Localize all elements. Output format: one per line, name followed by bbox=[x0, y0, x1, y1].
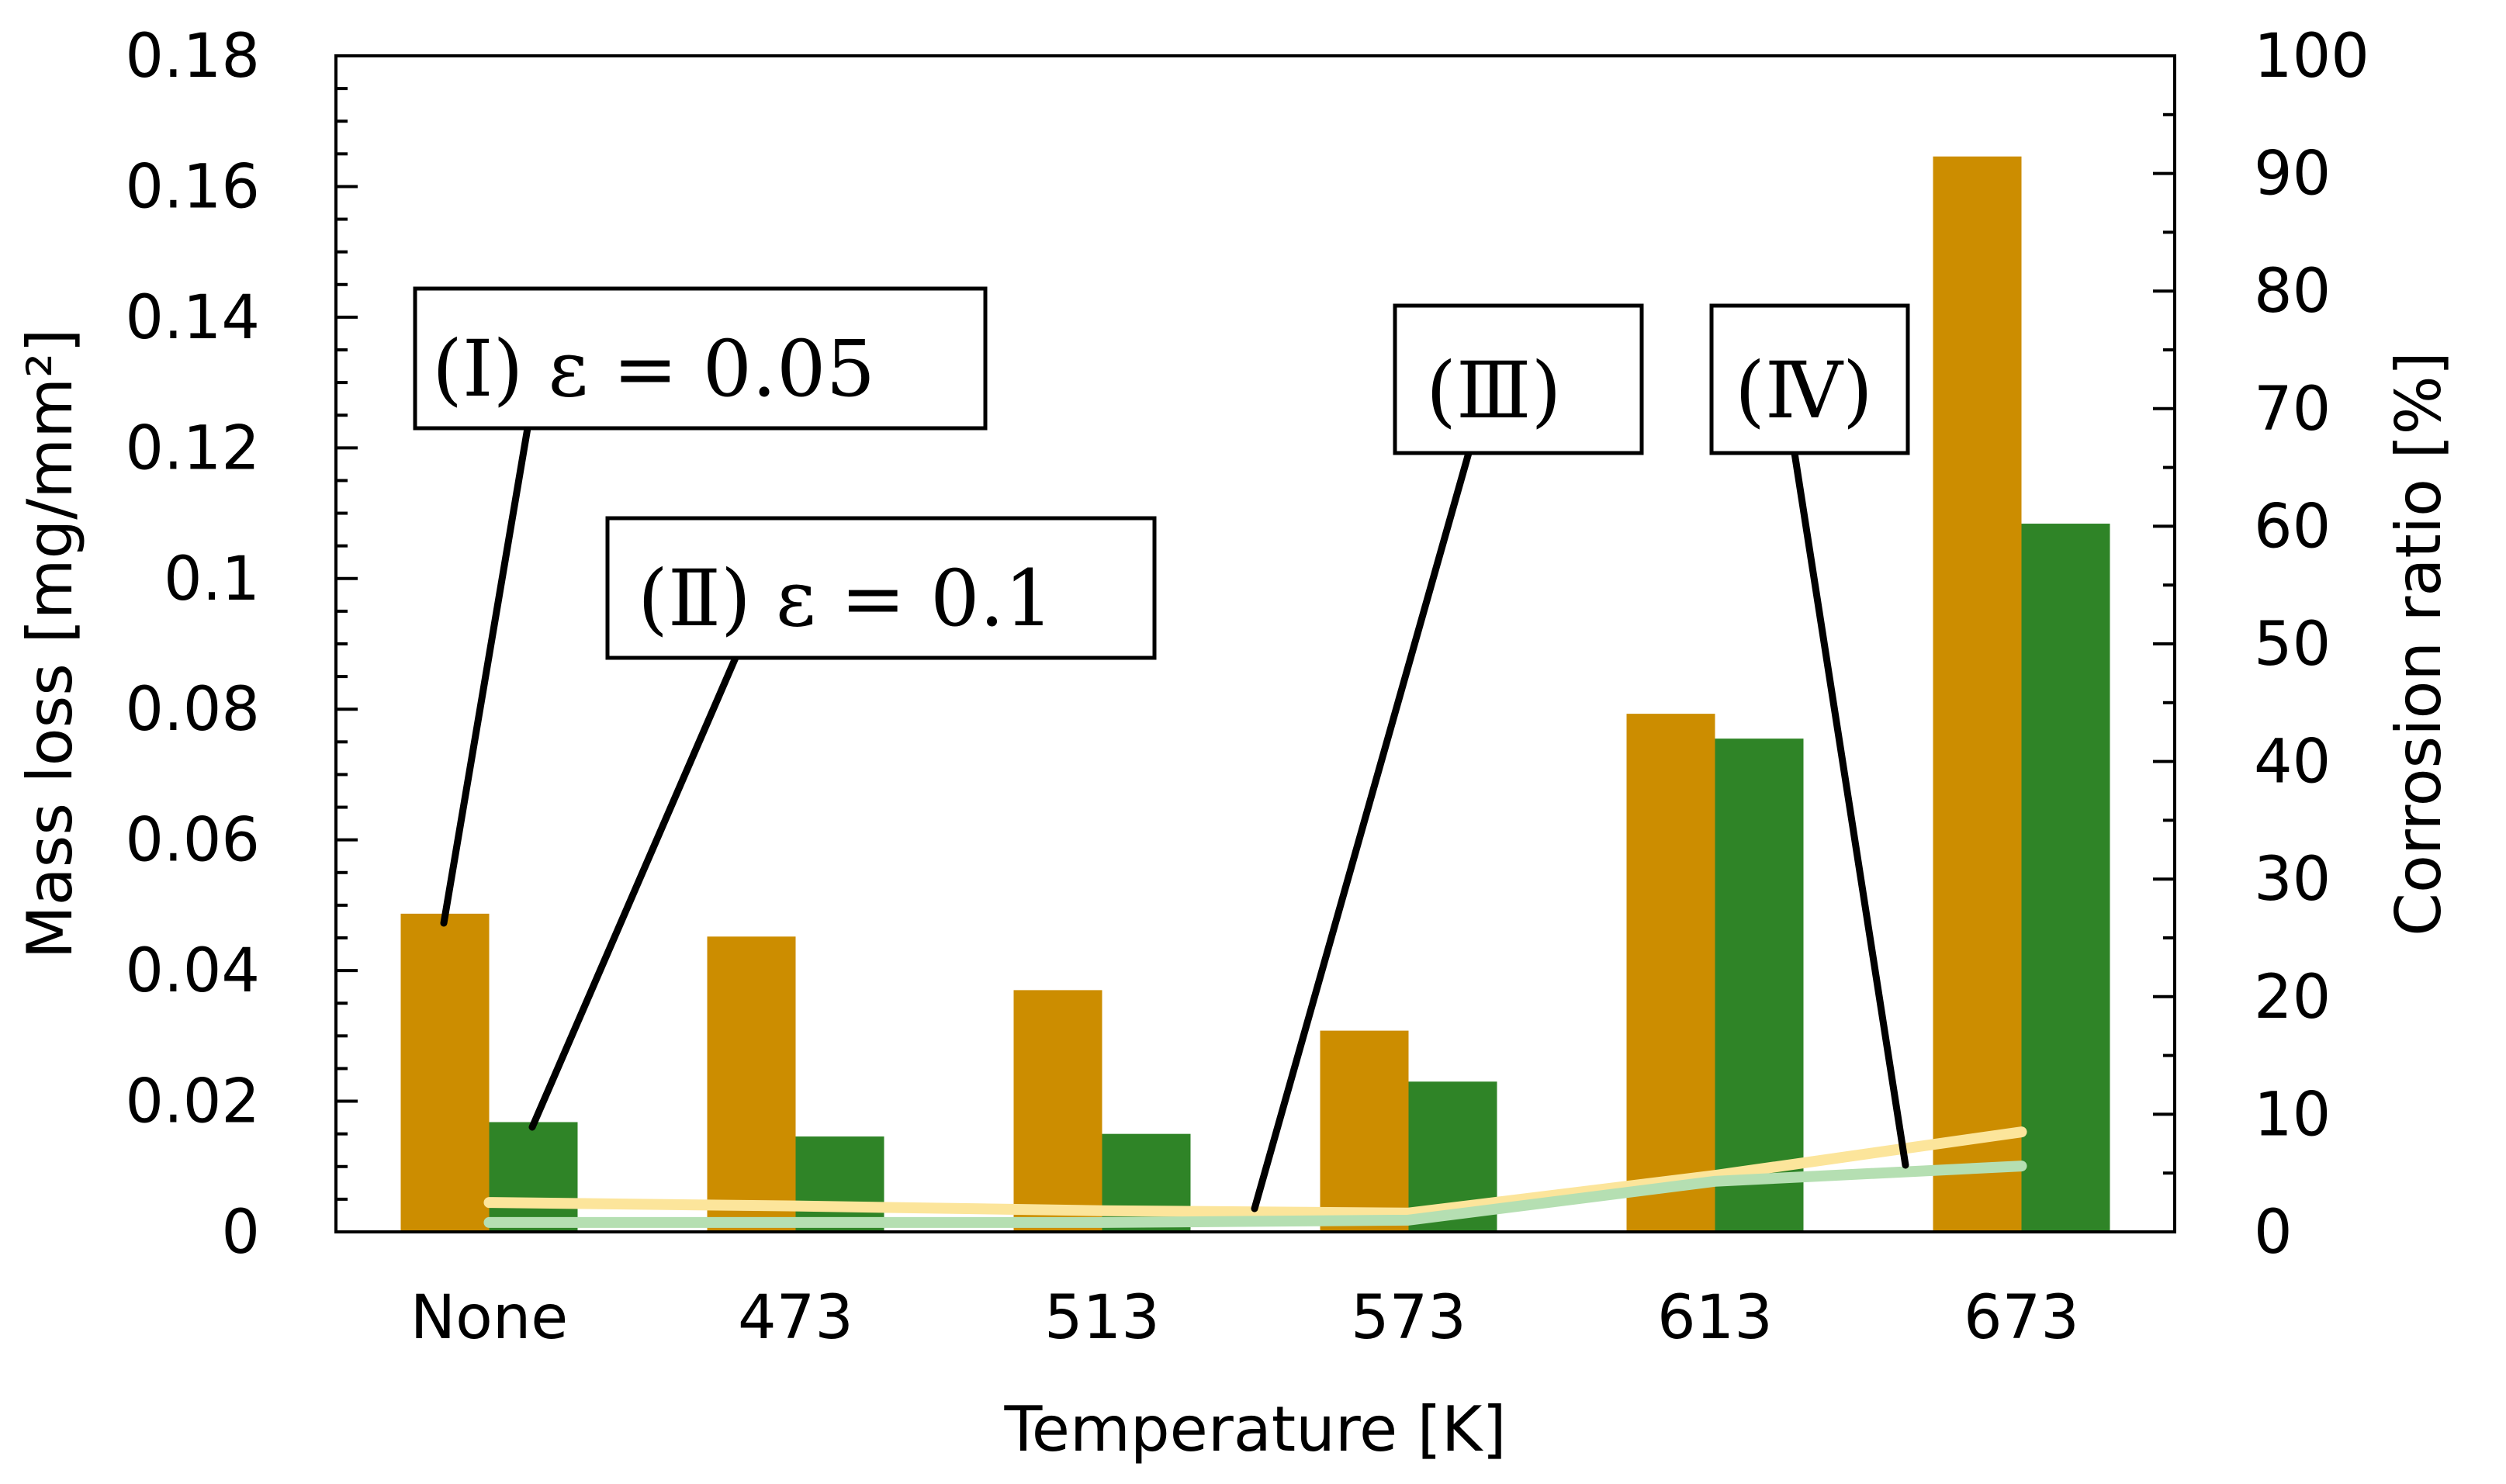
y-tick-label: 0.12 bbox=[125, 413, 260, 483]
y2-tick-label: 40 bbox=[2254, 728, 2331, 797]
callout-prefix-1: ( bbox=[432, 323, 462, 414]
line-series-2 bbox=[483, 1161, 2027, 1228]
x-tick-label: 573 bbox=[1351, 1283, 1466, 1353]
y2-tick-label: 60 bbox=[2254, 492, 2331, 562]
callout-label-3: (Ⅲ) bbox=[1426, 345, 1561, 436]
bar-s1-4 bbox=[1626, 714, 1715, 1232]
y-tick-label: 0.08 bbox=[125, 675, 260, 745]
callout-box-2 bbox=[605, 516, 1157, 660]
y2-tick-label: 50 bbox=[2254, 610, 2331, 680]
y2-tick-label: 80 bbox=[2254, 257, 2331, 327]
callouts-layer: (Ⅰ) ε = 0.05(Ⅱ) ε = 0.1(Ⅲ) (Ⅳ) bbox=[413, 286, 1910, 1212]
bar-s2-4 bbox=[1715, 739, 1804, 1232]
callout-numeral-1: Ⅰ bbox=[462, 323, 493, 414]
y2-tick-label: 100 bbox=[2254, 22, 2369, 92]
callout-suffix-2: ) ε = 0.1 bbox=[721, 553, 1054, 644]
bar-s1-5 bbox=[1933, 156, 2022, 1232]
callout-suffix-4: ) bbox=[1843, 345, 1873, 436]
x-tick-label: 673 bbox=[1964, 1283, 2079, 1353]
bar-s1-1 bbox=[707, 936, 796, 1232]
y2-axis-title: Corrosion ratio [%] bbox=[2383, 351, 2455, 936]
bar-s1-3 bbox=[1320, 1030, 1409, 1232]
callout-numeral-2: Ⅱ bbox=[668, 553, 721, 644]
x-tick-label: None bbox=[410, 1283, 569, 1353]
y-tick-label: 0.06 bbox=[125, 806, 260, 876]
y2-tick-label: 0 bbox=[2254, 1198, 2293, 1268]
x-tick-label: 513 bbox=[1044, 1283, 1160, 1353]
y-axis-title: Mass loss [mg/mm²] bbox=[14, 329, 86, 960]
y-tick-label: 0.16 bbox=[125, 152, 260, 222]
y2-tick-label: 70 bbox=[2254, 375, 2331, 445]
x-tick-label: 473 bbox=[738, 1283, 853, 1353]
bar-s2-5 bbox=[2021, 524, 2110, 1232]
y-tick-label: 0.14 bbox=[125, 283, 260, 353]
callout-numeral-4: Ⅳ bbox=[1765, 345, 1844, 436]
labels-layer: 0 0.02 0.04 0.06 0.08 0.1 0.12 0.14 0.16 0.18 0 10 2… bbox=[125, 22, 2369, 1353]
y-tick-label: 0.02 bbox=[125, 1067, 260, 1137]
y-tick-label: 0.18 bbox=[125, 22, 260, 92]
bar-s1-2 bbox=[1013, 990, 1102, 1232]
y-tick-label: 0.04 bbox=[125, 936, 260, 1006]
callout-label-4: (Ⅳ) bbox=[1735, 345, 1873, 436]
callout-box-4 bbox=[1709, 303, 1910, 455]
callout-leader-1 bbox=[440, 424, 531, 927]
callout-box-1 bbox=[413, 286, 988, 431]
callout-suffix-1: ) ε = 0.05 bbox=[493, 323, 876, 414]
callout-prefix-3: ( bbox=[1426, 345, 1456, 436]
y-tick-label: 0 bbox=[221, 1198, 260, 1268]
callout-suffix-3: ) bbox=[1531, 345, 1561, 436]
callout-prefix-4: ( bbox=[1735, 345, 1765, 436]
callout-leader-4 bbox=[1791, 449, 1909, 1169]
y2-tick-label: 30 bbox=[2254, 845, 2331, 915]
x-axis-title: Temperature [K] bbox=[1003, 1393, 1506, 1465]
bar-s1-0 bbox=[400, 913, 490, 1232]
ticks-layer bbox=[336, 54, 2175, 1233]
y2-tick-label: 20 bbox=[2254, 963, 2331, 1033]
callout-leader-2 bbox=[528, 654, 739, 1131]
y2-tick-label: 10 bbox=[2254, 1080, 2331, 1150]
callout-label-2: (Ⅱ) ε = 0.1 bbox=[638, 553, 1054, 644]
bar-s2-1 bbox=[795, 1136, 884, 1232]
callout-numeral-3: Ⅲ bbox=[1456, 345, 1531, 436]
callout-prefix-2: ( bbox=[638, 553, 668, 644]
x-tick-label: 613 bbox=[1657, 1283, 1773, 1353]
bar-s2-0 bbox=[489, 1122, 578, 1232]
y-tick-label: 0.1 bbox=[164, 545, 260, 614]
callout-box-3 bbox=[1393, 303, 1644, 455]
callout-label-1: (Ⅰ) ε = 0.05 bbox=[432, 323, 875, 414]
bars-layer bbox=[400, 156, 2110, 1232]
callout-leader-3 bbox=[1251, 449, 1473, 1212]
y2-tick-label: 90 bbox=[2254, 140, 2331, 209]
